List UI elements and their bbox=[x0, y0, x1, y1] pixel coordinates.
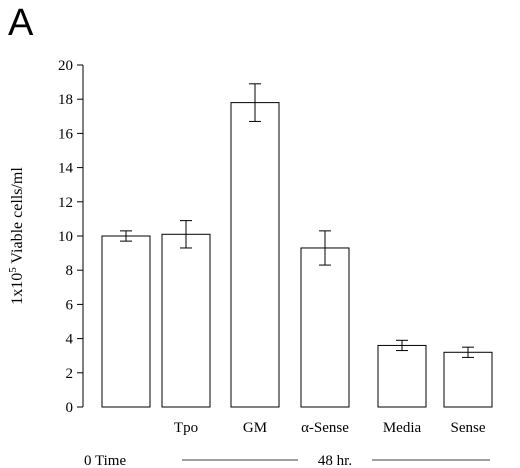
bar-Tpo bbox=[161, 233, 211, 408]
bar-Sense bbox=[443, 351, 493, 408]
y-tick-label: 16 bbox=[58, 126, 74, 142]
error-bar bbox=[396, 339, 408, 352]
y-axis: 0 2 4 6 8 10 12 14 16 18 20 bbox=[58, 58, 84, 416]
x-tick-label: Media bbox=[383, 420, 422, 436]
y-tick-label: 4 bbox=[66, 332, 74, 348]
y-axis-label-exponent: 5 bbox=[7, 267, 19, 273]
x-tick-label: GM bbox=[243, 420, 267, 436]
error-bar bbox=[180, 220, 192, 249]
y-tick-label: 20 bbox=[58, 58, 73, 74]
y-axis-label-prefix: 1x10 bbox=[9, 273, 26, 305]
group-label-time48: 48 hr. bbox=[318, 453, 352, 468]
bar-GM bbox=[230, 102, 280, 408]
error-bar bbox=[120, 230, 132, 242]
bar-α-Sense bbox=[300, 247, 350, 408]
y-axis-label-suffix: Viable cells/ml bbox=[9, 167, 26, 268]
error-bars bbox=[120, 83, 474, 358]
bar-zero-time bbox=[101, 235, 151, 408]
x-tick-label: Tpo bbox=[174, 420, 198, 436]
y-tick-label: 0 bbox=[66, 400, 74, 416]
group-label-time0: 0 Time bbox=[84, 453, 126, 468]
x-tick-labels: Tpo GM α-Sense Media Sense bbox=[174, 420, 486, 436]
y-tick-label: 14 bbox=[58, 161, 74, 177]
bars bbox=[101, 102, 493, 408]
bar-Media bbox=[377, 344, 427, 408]
y-tick-label: 18 bbox=[58, 92, 73, 108]
x-tick-label: α-Sense bbox=[301, 420, 349, 436]
y-tick-label: 8 bbox=[66, 263, 74, 279]
y-tick-label: 2 bbox=[66, 366, 74, 382]
y-axis-label: 1x105 Viable cells/ml bbox=[7, 167, 26, 305]
group-labels: 0 Time 48 hr. bbox=[84, 453, 490, 468]
y-tick-label: 6 bbox=[66, 297, 74, 313]
panel-label: A bbox=[8, 2, 34, 44]
y-tick-label: 12 bbox=[58, 195, 73, 211]
y-tick-label: 10 bbox=[58, 229, 73, 245]
x-tick-label: Sense bbox=[451, 420, 486, 436]
error-bar bbox=[319, 230, 331, 266]
error-bar bbox=[249, 83, 261, 122]
error-bar bbox=[462, 346, 474, 358]
